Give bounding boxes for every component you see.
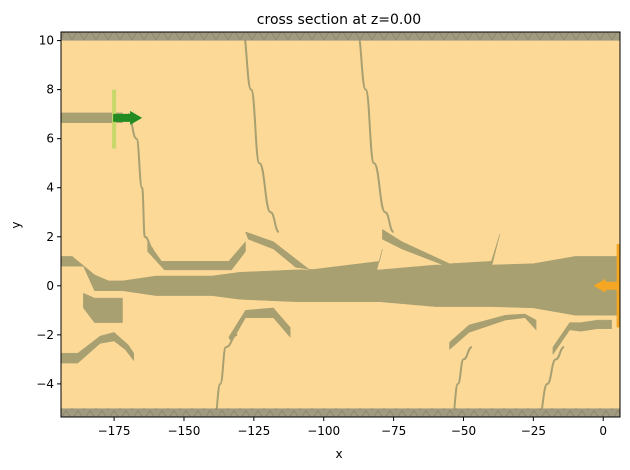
plot-area [60, 31, 621, 418]
y-tick-label: 10 [39, 34, 54, 48]
main-waveguide [61, 256, 620, 316]
lower-arm-3 [552, 319, 612, 356]
input-waveguide [61, 112, 123, 123]
y-tick-label: 6 [46, 132, 54, 146]
y-tick-label: 2 [46, 230, 54, 244]
pml-bottom [61, 408, 620, 417]
monitor-arrow [593, 278, 619, 293]
y-axis-label: y [9, 221, 23, 228]
routing-curve-2 [241, 32, 280, 233]
routing-curve-3 [356, 32, 395, 233]
lower-left-arm [61, 332, 134, 364]
x-tick-label: −150 [167, 424, 200, 438]
routing-curve-4 [213, 333, 238, 417]
simulation-background [61, 32, 620, 417]
chart-title: cross section at z=0.00 [257, 12, 421, 28]
plot-frame [60, 31, 621, 418]
y-tick-label: 4 [46, 181, 54, 195]
x-tick-label: −100 [307, 424, 340, 438]
source-arrow [113, 110, 143, 125]
lower-left-block [83, 292, 123, 323]
y-tick-label: −4 [36, 377, 54, 391]
y-tick-label: −2 [36, 328, 54, 342]
x-axis-label: x [335, 447, 342, 461]
x-tick-label: −50 [451, 424, 476, 438]
y-tick-label: 8 [46, 83, 54, 97]
upper-arm-1 [147, 240, 246, 271]
x-tick-label: −75 [381, 424, 406, 438]
upper-arm-2 [245, 231, 383, 271]
upper-arm-3 [382, 228, 501, 268]
plot-content [61, 32, 620, 417]
x-tick-label: −175 [98, 424, 131, 438]
routing-curve-1 [127, 113, 154, 250]
pml-top [61, 32, 620, 41]
routing-curve-6 [537, 346, 565, 417]
routing-curve-5 [451, 346, 473, 417]
x-tick-label: −125 [237, 424, 270, 438]
y-axis-ticks: −4 −2 0 2 4 6 8 10 [36, 34, 61, 391]
x-tick-label: 0 [599, 424, 607, 438]
y-tick-label: 0 [46, 279, 54, 293]
x-tick-label: −25 [521, 424, 546, 438]
x-axis-ticks: −175 −150 −125 −100 −75 −50 −25 0 [98, 417, 607, 438]
lower-arm-2 [449, 313, 537, 351]
